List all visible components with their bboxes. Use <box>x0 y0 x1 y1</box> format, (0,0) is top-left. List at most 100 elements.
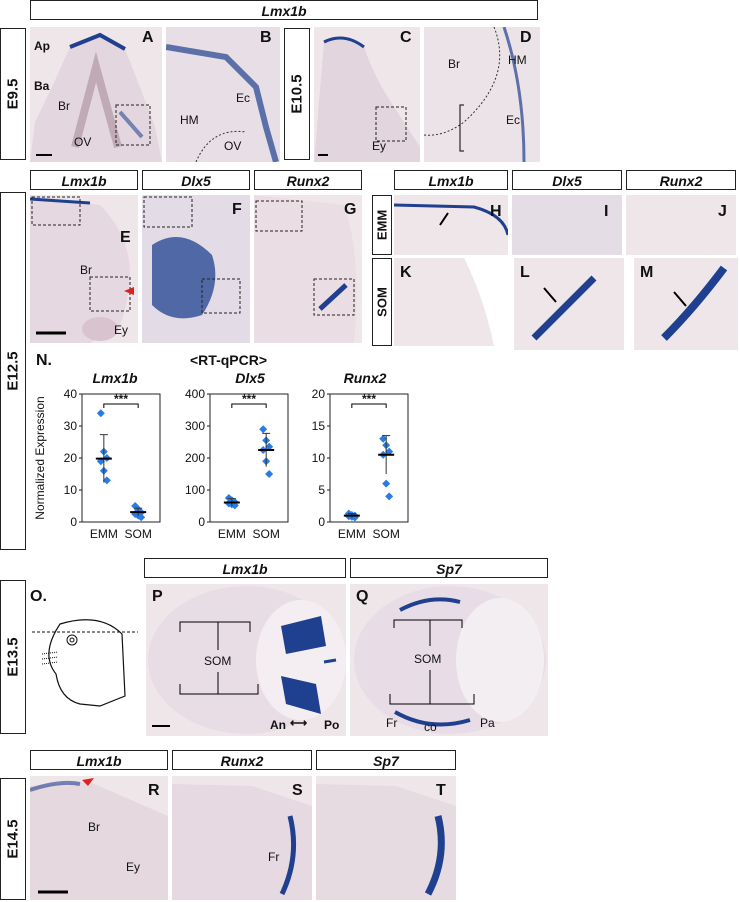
panel-l: L <box>514 258 624 350</box>
panel-a: A Ap Ba Br OV <box>30 27 162 162</box>
panel-label-s: S <box>292 782 303 799</box>
chart-title-2: Dlx5 <box>235 370 265 386</box>
panel-label-a: A <box>142 29 154 46</box>
panel-q: Q SOM Fr co Pa <box>350 584 548 736</box>
anno-br-e: Br <box>80 263 92 277</box>
chart1-ytick-label-4: 400 <box>185 387 205 401</box>
chart0-sig-label: *** <box>114 392 128 406</box>
chart0-ytick-label-2: 20 <box>64 451 78 465</box>
anno-ov: OV <box>74 135 92 149</box>
panel-label-f: F <box>232 201 242 218</box>
e14-header-3: Sp7 <box>316 750 456 770</box>
chart0-point-emm-0 <box>96 409 105 418</box>
panel-i: I <box>512 195 622 255</box>
anno-ey-e: Ey <box>114 323 129 337</box>
stage-label-e145: E14.5 <box>0 778 26 900</box>
anno-hm-d: HM <box>508 53 527 67</box>
panel-k: K <box>394 258 498 346</box>
chart1-ytick-label-1: 100 <box>185 483 205 497</box>
chart2-ytick-label-4: 20 <box>312 387 326 401</box>
panel-r-image <box>30 778 168 900</box>
panel-label-b: B <box>260 29 272 46</box>
chart0-ytick-label-0: 0 <box>70 515 77 529</box>
panel-b-image <box>166 44 279 162</box>
panel-t-image <box>316 784 456 900</box>
chart2-category-emm: EMM <box>338 527 366 541</box>
anno-ba: Ba <box>34 79 50 93</box>
panel-m-image <box>661 265 728 341</box>
hij-header-2: Dlx5 <box>512 170 622 190</box>
panel-m: M <box>634 258 738 350</box>
anno-hm: HM <box>180 113 199 127</box>
chart1-category-emm: EMM <box>218 527 246 541</box>
panel-b: B Ec HM OV <box>166 27 280 162</box>
rt-qpcr-title: <RT-qPCR> <box>190 352 268 368</box>
anno-ap: Ap <box>34 39 50 53</box>
e14-header-2: Runx2 <box>172 750 312 770</box>
panel-f: F <box>142 195 250 343</box>
panel-l-image <box>531 275 597 341</box>
e13-header-2: Sp7 <box>350 558 548 578</box>
panel-c: C Ey <box>314 27 420 162</box>
anno-arrow-an-po: ⟷ <box>290 716 308 730</box>
chart1-ytick-label-0: 0 <box>198 515 205 529</box>
chart2-ytick-label-3: 15 <box>312 419 326 433</box>
panel-label-c: C <box>400 29 412 46</box>
anno-fr-s: Fr <box>268 850 280 864</box>
anno-ey: Ey <box>372 139 387 153</box>
e13-header-1: Lmx1b <box>144 558 346 578</box>
chart0-point-emm-5 <box>102 476 111 485</box>
chart0-point-som-5 <box>137 513 146 522</box>
chart0-ytick-label-4: 40 <box>64 387 78 401</box>
panel-r: R Br Ey <box>30 776 168 900</box>
panel-e: E Br Ey <box>30 195 138 343</box>
chart2-point-som-2 <box>385 447 394 456</box>
chart0-frame <box>81 393 161 523</box>
panel-f-image <box>142 195 250 343</box>
anno-fr: Fr <box>386 716 398 730</box>
panel-label-h: H <box>490 203 502 220</box>
panel-s-image <box>172 784 312 900</box>
panel-d: D Br HM Ec <box>424 27 540 162</box>
hij-header-1: Lmx1b <box>394 170 508 190</box>
stage-label-e95: E9.5 <box>0 28 26 160</box>
chart-title-3: Runx2 <box>343 370 387 386</box>
chart2-point-som-5 <box>385 492 394 501</box>
chart0-sig-bracket <box>103 403 139 408</box>
stage-label-e135: E13.5 <box>0 580 26 734</box>
chart2-category-som: SOM <box>372 527 399 541</box>
panel-label-k: K <box>400 264 412 281</box>
panel-h: H <box>394 195 508 255</box>
panel-label-q: Q <box>356 588 369 605</box>
panel-k-image <box>464 258 498 346</box>
chart0-category-emm: EMM <box>90 527 118 541</box>
panel-g-image <box>254 195 357 343</box>
chart2-ytick-label-2: 10 <box>312 451 326 465</box>
panel-label-l: L <box>520 264 530 281</box>
chart-title-1: Lmx1b <box>92 370 138 386</box>
panel-p: P SOM An ⟷ Po <box>146 584 346 736</box>
anno-po: Po <box>324 718 340 732</box>
panel-e-image <box>30 195 134 343</box>
e12-header-1: Lmx1b <box>30 170 138 190</box>
stage-label-e125: E12.5 <box>0 192 26 550</box>
anno-som-q: SOM <box>414 652 442 666</box>
panel-o-head-sketch <box>32 619 138 707</box>
panel-label-t: T <box>436 782 446 799</box>
hij-header-3: Runx2 <box>626 170 736 190</box>
chart2-point-som-0 <box>379 434 388 443</box>
panel-label-d: D <box>520 29 532 46</box>
chart2-sig-label: *** <box>362 392 376 406</box>
anno-ey-r: Ey <box>126 860 141 874</box>
anno-br-d: Br <box>448 57 460 71</box>
chart0-ytick-label-3: 30 <box>64 419 78 433</box>
chart1-sig-label: *** <box>242 392 256 406</box>
anno-br: Br <box>58 99 70 113</box>
panel-a-image <box>30 32 162 162</box>
stage-label-e105: E10.5 <box>284 28 310 160</box>
anno-an: An <box>270 718 286 732</box>
chart2-sig-bracket <box>351 403 387 408</box>
panel-label-o: O. <box>30 588 47 605</box>
chart1-point-emm-5 <box>230 501 239 510</box>
panel-label-n: N. <box>36 352 52 369</box>
